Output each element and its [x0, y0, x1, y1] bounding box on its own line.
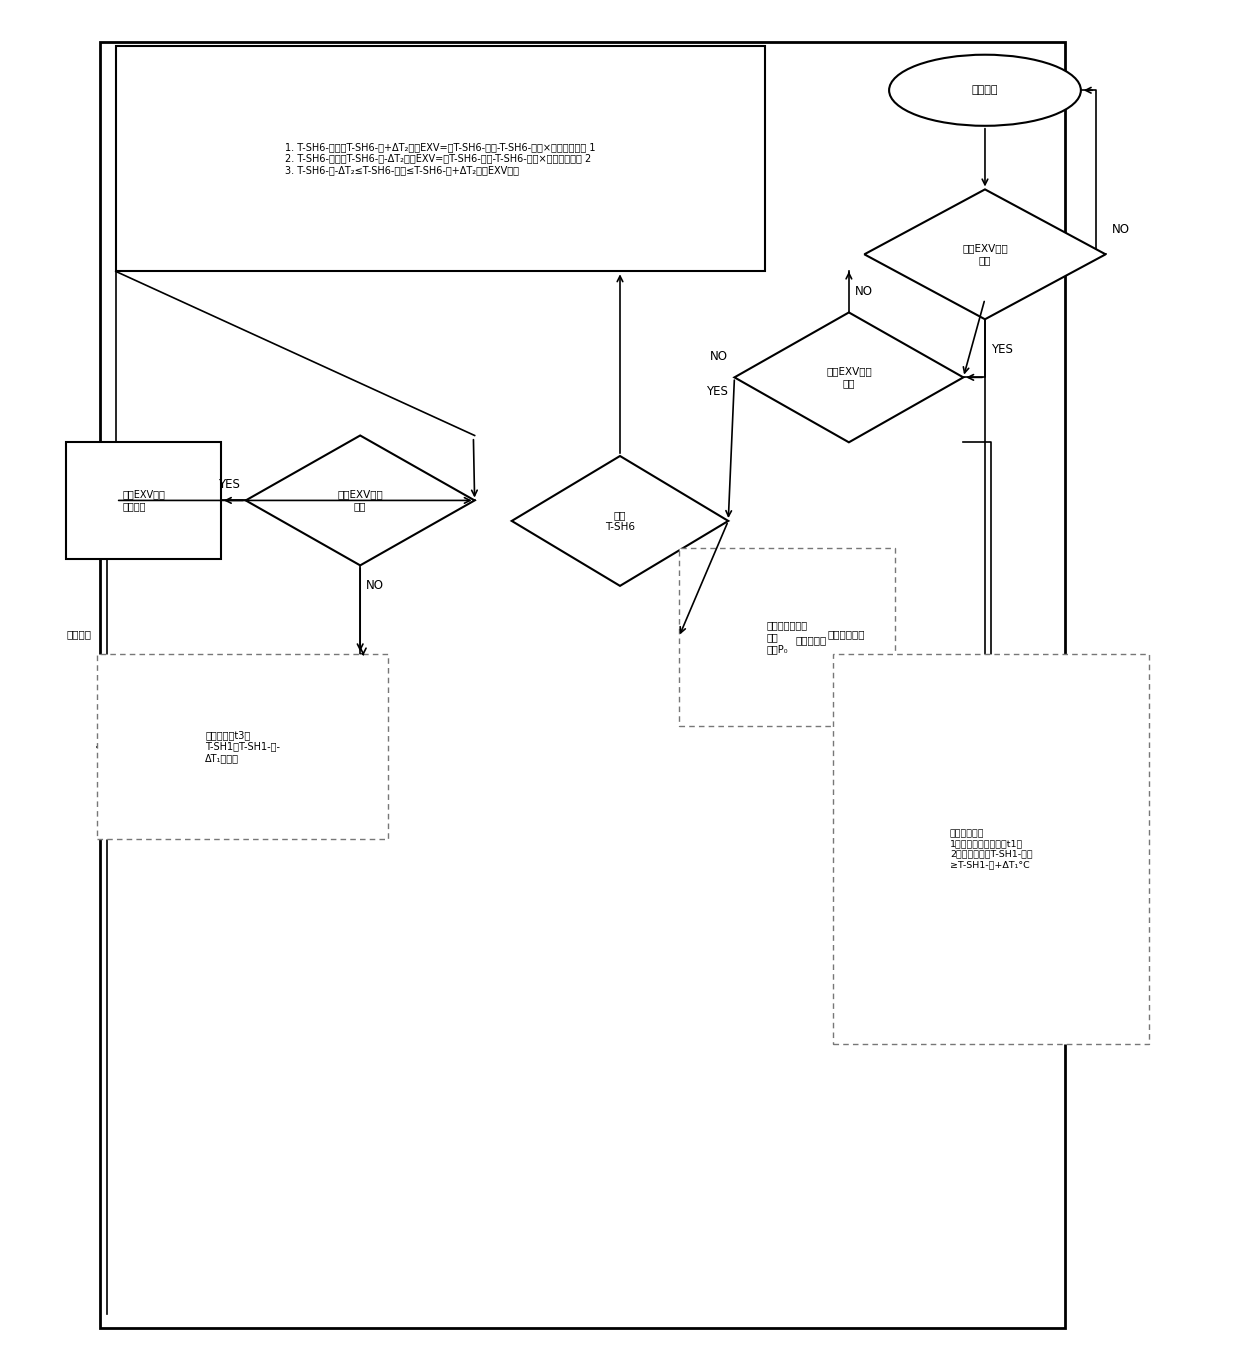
Text: 调与EXV是否
开启: 调与EXV是否 开启 [826, 367, 872, 388]
Text: 检测间隔＜t3，
T-SH1＜T-SH1-目-
ΔT₁，且持: 检测间隔＜t3， T-SH1＜T-SH1-目- ΔT₁，且持 [205, 730, 280, 763]
Text: 开始运行: 开始运行 [972, 85, 998, 96]
Text: 非启动条件：
1、压缩机运行时间＜t1；
2、压缩机运行T-SH1-实际
≥T-SH1-目+ΔT₁°C: 非启动条件： 1、压缩机运行时间＜t1； 2、压缩机运行T-SH1-实际 ≥T-… [950, 829, 1033, 869]
FancyBboxPatch shape [833, 655, 1149, 1044]
Text: NO: NO [711, 351, 728, 363]
Text: 关闭条件: 关闭条件 [66, 629, 91, 638]
Text: 调节蒸发器温度
稳定
基准P₀: 调节蒸发器温度 稳定 基准P₀ [766, 621, 807, 653]
Text: NO: NO [1112, 223, 1130, 236]
Text: YES: YES [991, 342, 1013, 356]
Text: 调与EXV关闭
（关闭）: 调与EXV关闭 （关闭） [123, 489, 165, 511]
Text: 非启动条件：: 非启动条件： [827, 629, 864, 638]
Polygon shape [734, 312, 963, 443]
Ellipse shape [889, 55, 1081, 126]
FancyBboxPatch shape [97, 655, 388, 838]
FancyBboxPatch shape [115, 45, 765, 271]
Text: 调与EXV是否
开启: 调与EXV是否 开启 [962, 244, 1008, 266]
Text: 调与EXV是否
开启: 调与EXV是否 开启 [337, 489, 383, 511]
Text: NO: NO [856, 285, 873, 299]
Polygon shape [864, 189, 1106, 319]
FancyBboxPatch shape [67, 443, 221, 559]
Text: YES: YES [707, 385, 728, 397]
Text: 1. T-SH6-实际＜T-SH6-目+ΔT₂时，EXV=（T-SH6-实际-T-SH6-目）×调节步长系数 1
2. T-SH6-实际＜T-SH6-目-ΔT₂: 1. T-SH6-实际＜T-SH6-目+ΔT₂时，EXV=（T-SH6-实际-T… [285, 142, 596, 175]
Polygon shape [246, 436, 475, 566]
Text: 检测
T-SH6: 检测 T-SH6 [605, 510, 635, 532]
Text: 非启动条件: 非启动条件 [796, 636, 827, 645]
Text: YES: YES [218, 478, 239, 490]
Text: NO: NO [366, 580, 384, 592]
FancyBboxPatch shape [100, 42, 1065, 1328]
FancyBboxPatch shape [678, 548, 895, 726]
Polygon shape [512, 456, 728, 586]
